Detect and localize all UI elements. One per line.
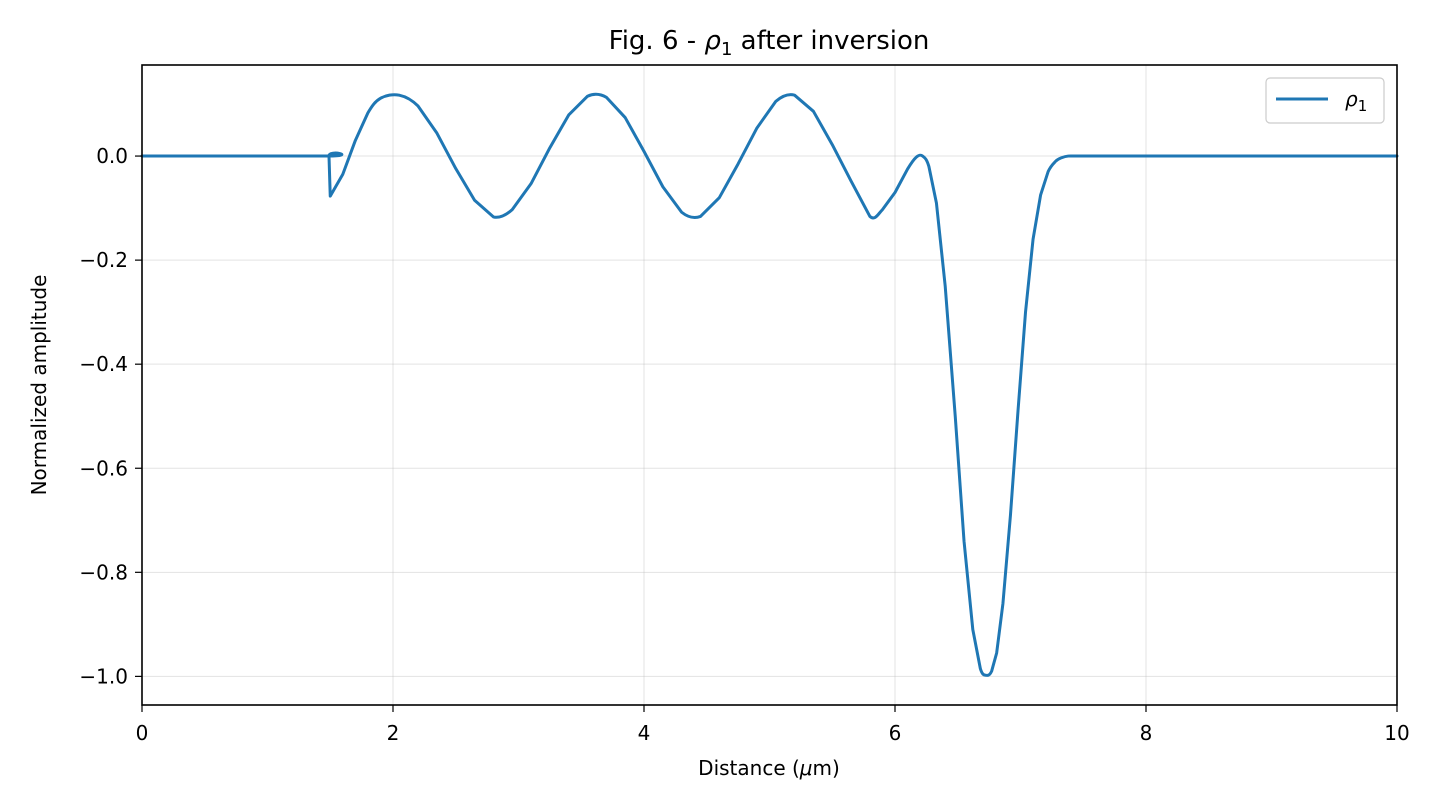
legend: ρ1 — [1265, 77, 1385, 124]
x-tick-label: 4 — [638, 721, 651, 745]
x-tick-label: 0 — [136, 721, 149, 745]
legend-label: ρ1 — [1345, 87, 1367, 115]
x-tick-label: 8 — [1140, 721, 1153, 745]
chart-title: Fig. 6 - ρ1 after inversion — [609, 26, 930, 60]
x-axis-label: Distance (μm) — [698, 756, 840, 780]
series-line-rho1 — [140, 92, 1399, 677]
y-tick-label: −1.0 — [79, 664, 128, 688]
y-tick-label: 0.0 — [96, 144, 128, 168]
x-tick-label: 6 — [889, 721, 902, 745]
series-layer — [140, 92, 1399, 677]
y-axis: 0.0 −0.2 −0.4 −0.6 −0.8 −1.0 — [79, 144, 142, 688]
x-axis: 0 2 4 6 8 10 — [136, 705, 1410, 745]
y-axis-label: Normalized amplitude — [27, 275, 51, 496]
y-tick-label: −0.6 — [79, 456, 128, 480]
plot-frame — [141, 64, 1398, 706]
x-tick-label: 2 — [387, 721, 400, 745]
y-tick-label: −0.2 — [79, 248, 128, 272]
x-tick-label: 10 — [1384, 721, 1409, 745]
y-tick-label: −0.4 — [79, 352, 128, 376]
y-tick-label: −0.8 — [79, 560, 128, 584]
